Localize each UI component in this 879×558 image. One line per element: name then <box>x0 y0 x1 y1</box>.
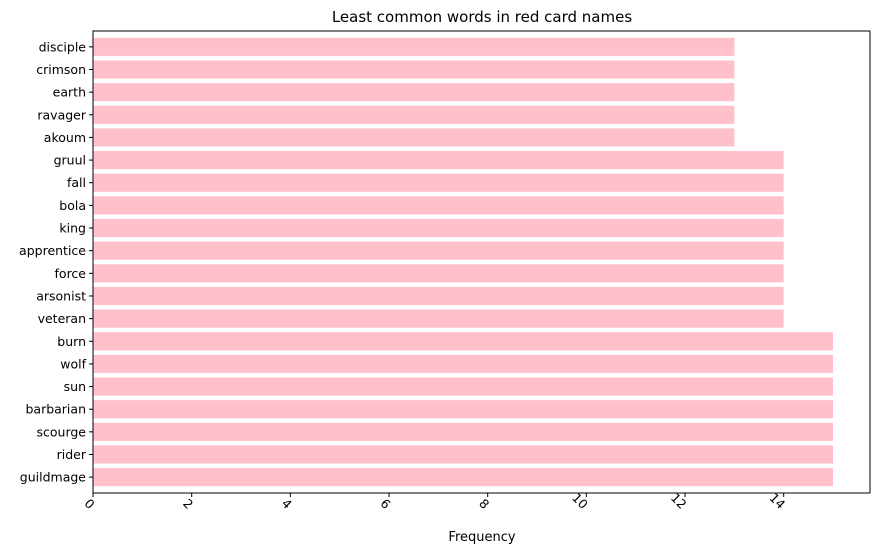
x-tick-label: 6 <box>377 496 393 512</box>
plot-frame <box>92 30 871 494</box>
y-tick-label: king <box>59 221 86 236</box>
y-tick-label: sun <box>64 379 86 394</box>
bar-king <box>93 218 784 238</box>
y-tick-label: earth <box>53 85 86 100</box>
x-tick-label: 0 <box>81 496 97 512</box>
bar-guildmage <box>93 468 833 487</box>
x-tick-label: 2 <box>180 496 196 512</box>
bars-group <box>93 37 833 487</box>
bar-wolf <box>93 354 833 373</box>
bar-sun <box>93 377 833 396</box>
bar-crimson <box>93 60 735 79</box>
y-tick-label: akoum <box>44 130 86 145</box>
bar-apprentice <box>93 241 784 260</box>
bar-rider <box>93 445 833 464</box>
bar-bola <box>93 196 784 215</box>
bar-earth <box>93 83 735 102</box>
bar-arsonist <box>93 286 784 306</box>
y-tick-label: ravager <box>37 107 86 122</box>
y-tick-label: barbarian <box>25 402 86 417</box>
y-tick-label: scourge <box>37 424 87 439</box>
y-tick-label: bola <box>59 198 86 213</box>
bar-akoum <box>93 128 735 147</box>
bar-scourge <box>93 422 833 441</box>
bar-ravager <box>93 105 735 124</box>
y-tick-label: fall <box>67 175 86 190</box>
y-tick-label: arsonist <box>36 288 86 303</box>
y-tick-label: rider <box>57 447 87 462</box>
y-tick-label: gruul <box>54 153 86 168</box>
bar-veteran <box>93 309 784 328</box>
bar-force <box>93 264 784 283</box>
y-axis-ticks: guildmage rider scourge barbarian sun wolf bur… <box>19 39 93 485</box>
bar-fall <box>93 173 784 192</box>
y-tick-label: disciple <box>39 39 87 54</box>
y-tick-label: burn <box>57 334 86 349</box>
y-tick-label: guildmage <box>20 470 87 485</box>
y-tick-label: veteran <box>38 311 86 326</box>
y-tick-label: wolf <box>60 356 86 371</box>
y-tick-label: force <box>55 266 87 281</box>
x-tick-label: 4 <box>279 496 295 512</box>
y-tick-label: crimson <box>36 62 86 77</box>
chart-title: Least common words in red card names <box>332 8 633 26</box>
bar-disciple <box>93 37 735 56</box>
y-tick-label: apprentice <box>19 243 86 258</box>
bar-gruul <box>93 151 784 170</box>
bar-barbarian <box>93 400 833 419</box>
x-tick-label: 8 <box>476 496 492 512</box>
bar-burn <box>93 332 833 351</box>
x-axis-label: Frequency <box>448 530 515 545</box>
